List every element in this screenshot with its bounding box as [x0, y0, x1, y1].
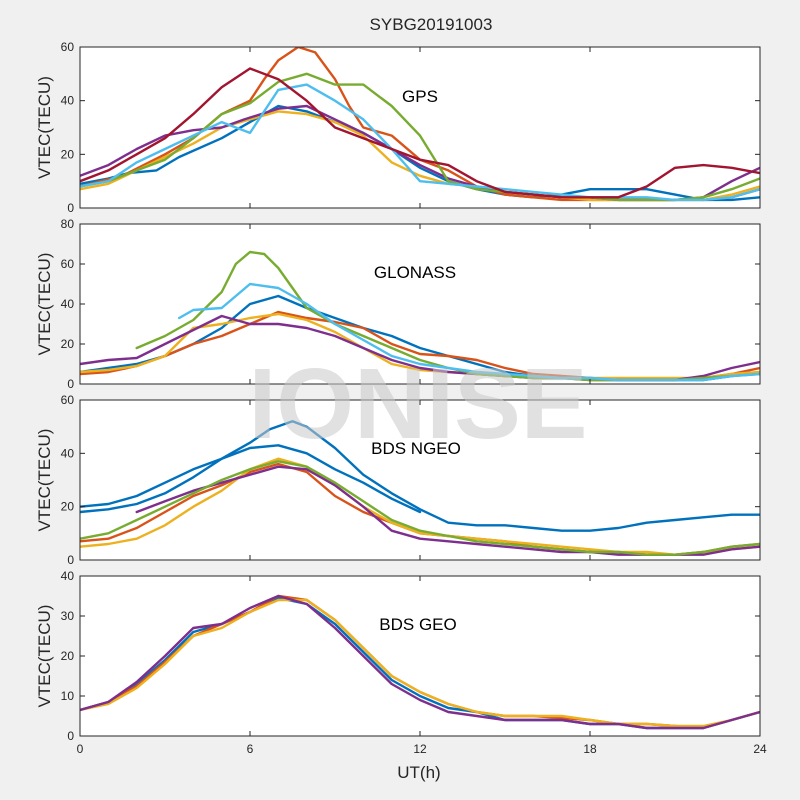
series-group — [80, 594, 760, 730]
y-tick-label: 20 — [61, 649, 75, 663]
series-line-5 — [80, 444, 422, 514]
panel-2: 0 20 40 60 VTEC(TECU) BDS NGEO — [35, 393, 761, 567]
panel-3: 0 10 20 30 40 0 6 12 18 24 VTEC(TECU) BDS GEO — [35, 569, 767, 756]
y-tick-label: 0 — [67, 377, 74, 391]
panel-label: BDS NGEO — [371, 439, 461, 458]
y-axis-label: VTEC(TECU) — [35, 605, 54, 708]
chart-title: SYBG20191003 — [370, 15, 493, 34]
y-tick-label: 60 — [61, 40, 75, 54]
series-line-4 — [80, 460, 760, 556]
watermark-text: IONISE — [249, 348, 588, 460]
y-tick-label: 20 — [61, 147, 75, 161]
y-tick-label: 20 — [61, 500, 75, 514]
panel-plot-area — [80, 224, 760, 384]
x-tick-label: 0 — [77, 742, 84, 756]
y-tick-label: 80 — [61, 217, 75, 231]
panel-plot-area — [80, 47, 760, 208]
series-line-2 — [80, 598, 760, 728]
series-line-0 — [80, 104, 760, 202]
series-line-5 — [80, 83, 760, 202]
series-group — [80, 420, 760, 556]
series-line-2 — [80, 457, 760, 556]
y-axis-label: VTEC(TECU) — [35, 253, 54, 356]
panel-plot-area — [80, 576, 760, 736]
y-axis-label: VTEC(TECU) — [35, 429, 54, 532]
x-tick-label: 18 — [583, 742, 597, 756]
y-tick-label: 40 — [61, 94, 75, 108]
series-group — [80, 47, 760, 202]
series-line-2 — [80, 312, 760, 380]
y-tick-label: 0 — [67, 553, 74, 567]
x-tick-label: 6 — [247, 742, 254, 756]
panel-1: 0 20 40 60 80 VTEC(TECU) GLONASS — [35, 217, 761, 391]
panel-0: 0 20 40 60 VTEC(TECU) GPS — [35, 40, 761, 215]
y-axis-label: VTEC(TECU) — [35, 76, 54, 179]
x-tick-label: 12 — [413, 742, 427, 756]
panel-label: BDS GEO — [379, 615, 456, 634]
y-tick-label: 40 — [61, 569, 75, 583]
series-line-0 — [80, 420, 760, 532]
y-tick-label: 10 — [61, 689, 75, 703]
series-line-6 — [80, 67, 760, 199]
panel-label: GLONASS — [374, 263, 456, 282]
series-line-3 — [80, 594, 760, 730]
y-tick-label: 60 — [61, 257, 75, 271]
y-tick-label: 60 — [61, 393, 75, 407]
y-tick-label: 0 — [67, 201, 74, 215]
x-tick-label: 24 — [753, 742, 767, 756]
series-line-4 — [80, 72, 760, 202]
y-tick-label: 20 — [61, 337, 75, 351]
series-group — [80, 250, 760, 382]
x-axis-label: UT(h) — [397, 763, 440, 782]
y-tick-label: 40 — [61, 446, 75, 460]
series-line-5 — [178, 282, 760, 382]
panel-label: GPS — [402, 87, 438, 106]
y-tick-label: 0 — [67, 729, 74, 743]
y-tick-label: 30 — [61, 609, 75, 623]
y-tick-label: 40 — [61, 297, 75, 311]
